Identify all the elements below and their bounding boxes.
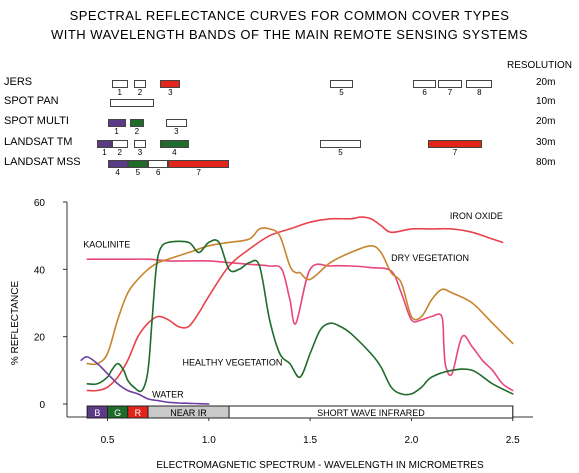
sensor-band-label: 1 — [102, 148, 107, 157]
sensor-band-label: 7 — [447, 88, 453, 97]
spectrum-segment-label: G — [114, 408, 121, 418]
sensor-band — [111, 140, 128, 148]
system-label: LANDSAT TM — [4, 136, 73, 148]
sensor-band — [127, 160, 149, 168]
y-tick-label: 40 — [34, 265, 46, 276]
sensor-band-label: 6 — [422, 88, 427, 97]
series-line-dry-vegetation — [86, 227, 514, 366]
sensor-band — [437, 80, 463, 88]
spectrum-segment-label: B — [94, 408, 100, 418]
sensor-band-label: 7 — [196, 168, 201, 177]
x-tick-label: 0.5 — [101, 435, 115, 446]
sensor-band-label: 1 — [114, 127, 119, 136]
sensor-band-label: 4 — [172, 148, 177, 157]
x-tick-label: 1.0 — [202, 435, 216, 446]
x-tick-label: 1.5 — [303, 435, 317, 446]
system-resolution: 10m — [536, 96, 556, 107]
sensor-band — [133, 80, 147, 88]
sensor-band-label: 3 — [174, 127, 179, 136]
sensor-band-label: 3 — [168, 88, 173, 97]
x-axis-title: ELECTROMAGNETIC SPECTRUM - WAVELENGTH IN… — [156, 460, 484, 471]
system-resolution: 20m — [536, 116, 556, 127]
system-resolution: 80m — [536, 157, 556, 168]
system-resolution: 20m — [536, 77, 556, 88]
system-label: JERS — [4, 76, 33, 88]
sensor-band-label: 6 — [155, 168, 161, 177]
sensor-band — [133, 140, 147, 148]
y-tick-label: 60 — [34, 198, 46, 209]
sensor-band — [427, 140, 483, 148]
sensor-band — [97, 140, 112, 148]
series-line-healthy-vegetation — [86, 239, 514, 396]
y-tick-label: 20 — [34, 333, 46, 344]
sensor-band — [466, 80, 493, 88]
sensor-band — [168, 160, 230, 168]
sensor-band-label: 2 — [137, 88, 143, 97]
sensor-band-label: 4 — [115, 168, 120, 177]
series-line-kaolinite — [86, 258, 514, 392]
system-label: SPOT MULTI — [4, 115, 69, 127]
x-tick-label: 2.0 — [404, 435, 418, 446]
sensor-band-label: 5 — [135, 168, 141, 177]
series-label: HEALTHY VEGETATION — [182, 357, 282, 367]
x-tick-label: 2.5 — [506, 435, 520, 446]
series-line-iron-oxide — [86, 216, 504, 392]
series-label: DRY VEGETATION — [391, 253, 469, 263]
sensor-band-label: 8 — [477, 88, 482, 97]
sensor-band — [107, 119, 126, 127]
spectrum-segment-label: NEAR IR — [170, 408, 207, 418]
sensor-band-label: 1 — [117, 88, 122, 97]
sensor-band — [109, 99, 155, 107]
sensor-band-label: 5 — [338, 148, 343, 157]
sensor-band — [166, 119, 187, 127]
sensor-band-label: 7 — [452, 148, 458, 157]
chart-title-line-1: SPECTRAL REFLECTANCE CURVES FOR COMMON C… — [69, 8, 510, 23]
spectrum-segment-label: SHORT WAVE INFRARED — [317, 408, 425, 418]
system-label: SPOT PAN — [4, 95, 59, 107]
sensor-band — [129, 119, 144, 127]
sensor-band — [330, 80, 353, 88]
sensor-band-label: 2 — [134, 127, 140, 136]
series-label: IRON OXIDE — [450, 211, 503, 221]
series-line-water — [80, 356, 210, 405]
sensor-band — [107, 160, 128, 168]
sensor-band-label: 5 — [339, 88, 344, 97]
sensor-band — [111, 80, 128, 88]
y-axis-title: % REFLECTANCE — [10, 281, 21, 366]
sensor-band — [160, 80, 181, 88]
system-resolution: 30m — [536, 137, 556, 148]
sensor-band — [320, 140, 361, 148]
resolution-header: RESOLUTION — [507, 60, 573, 71]
series-label: KAOLINITE — [83, 239, 130, 249]
y-tick-label: 0 — [39, 400, 45, 411]
series-label: WATER — [152, 389, 184, 399]
sensor-band — [160, 140, 189, 148]
chart-title-line-2: WITH WAVELENGTH BANDS OF THE MAIN REMOTE… — [50, 27, 529, 42]
spectrum-segment — [228, 405, 514, 419]
sensor-band — [148, 160, 169, 168]
sensor-band-label: 2 — [117, 148, 122, 157]
sensor-band-label: 3 — [137, 148, 143, 157]
system-label: LANDSAT MSS — [4, 156, 81, 168]
spectrum-segment-label: R — [135, 408, 142, 418]
sensor-band — [413, 80, 436, 88]
